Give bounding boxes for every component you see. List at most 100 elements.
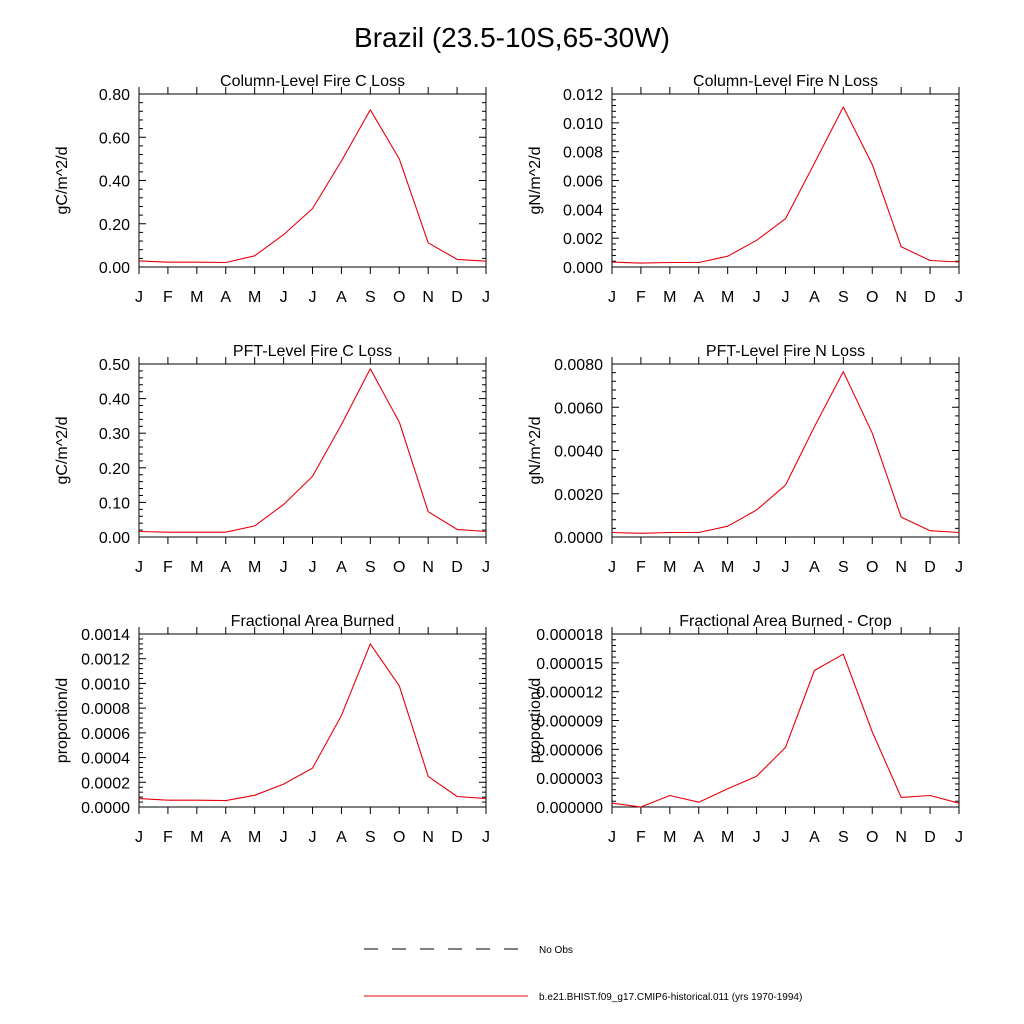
y-tick-label: 0.30 [99, 426, 130, 443]
y-tick-label: 0.000 [563, 260, 603, 277]
chart-title: Column-Level Fire N Loss [693, 73, 878, 90]
chart-title: Fractional Area Burned - Crop [679, 613, 892, 630]
y-tick-label: 0.002 [563, 231, 603, 248]
x-tick-label: M [248, 559, 261, 576]
legend-label-obs: No Obs [539, 945, 573, 956]
y-tick-label: 0.0012 [81, 652, 130, 669]
x-tick-label: A [336, 829, 347, 846]
x-tick-label: M [721, 559, 734, 576]
y-tick-label: 0.0002 [81, 775, 130, 792]
x-tick-label: S [365, 289, 376, 306]
y-tick-label: 0.40 [99, 174, 130, 191]
series-line-model [138, 109, 487, 264]
x-tick-label: D [924, 829, 936, 846]
y-tick-label: 0.00 [99, 260, 130, 277]
y-axis-label: proportion/d [527, 678, 544, 763]
y-tick-label: 0.000000 [536, 800, 603, 817]
x-tick-label: J [782, 559, 790, 576]
x-tick-label: J [309, 289, 317, 306]
y-axis-label: gN/m^2/d [527, 147, 544, 215]
x-tick-label: A [809, 559, 820, 576]
y-tick-label: 0.000003 [536, 771, 603, 788]
x-tick-label: J [608, 559, 616, 576]
chart-title: Fractional Area Burned [231, 613, 395, 630]
chart-panel-1: Column-Level Fire C Loss gC/m^2/d 0.00 0.20… [54, 73, 490, 306]
plot-frame [138, 363, 487, 538]
chart-panel-2: Column-Level Fire N Loss gN/m^2/d 0.000 0.0… [527, 73, 963, 306]
y-axis-label: gC/m^2/d [54, 417, 71, 485]
y-tick-label: 0.80 [99, 87, 130, 104]
x-tick-label: M [248, 289, 261, 306]
chart-panels: Column-Level Fire C Loss gC/m^2/d 0.00 0.20… [54, 73, 963, 846]
legend: No Obs b.e21.BHIST.f09_g17.CMIP6-histori… [364, 945, 802, 1003]
series-line-model [138, 643, 487, 802]
x-tick-label: O [393, 829, 405, 846]
x-tick-label: D [924, 289, 936, 306]
x-tick-label: S [838, 559, 849, 576]
legend-label-model: b.e21.BHIST.f09_g17.CMIP6-historical.011… [539, 992, 802, 1003]
y-axis-label: proportion/d [54, 678, 71, 763]
x-tick-label: J [782, 289, 790, 306]
x-tick-label: J [608, 829, 616, 846]
x-tick-label: J [482, 559, 490, 576]
series-line-model [138, 368, 487, 533]
y-tick-label: 0.0060 [554, 400, 603, 417]
y-tick-label: 0.0010 [81, 676, 130, 693]
x-tick-label: N [895, 289, 907, 306]
x-tick-label: M [721, 829, 734, 846]
x-tick-label: J [955, 289, 963, 306]
y-tick-label: 0.20 [99, 461, 130, 478]
x-tick-label: M [663, 559, 676, 576]
x-tick-label: J [753, 829, 761, 846]
x-tick-label: J [955, 829, 963, 846]
y-tick-label: 0.0000 [554, 530, 603, 547]
x-tick-label: D [451, 559, 463, 576]
x-tick-label: A [693, 829, 704, 846]
x-tick-label: A [220, 289, 231, 306]
x-tick-label: O [866, 559, 878, 576]
x-tick-label: S [365, 559, 376, 576]
plot-frame [611, 633, 960, 808]
chart-panel-6: Fractional Area Burned - Crop proportion/… [527, 613, 963, 846]
x-tick-label: A [220, 559, 231, 576]
y-tick-label: 0.0040 [554, 444, 603, 461]
plot-frame [611, 363, 960, 538]
x-tick-label: J [753, 289, 761, 306]
x-tick-label: N [422, 289, 434, 306]
y-tick-label: 0.012 [563, 87, 603, 104]
chart-title: Column-Level Fire C Loss [220, 73, 405, 90]
x-tick-label: J [135, 829, 143, 846]
x-tick-label: F [636, 289, 646, 306]
x-tick-label: S [838, 289, 849, 306]
chart-title: PFT-Level Fire N Loss [706, 343, 865, 360]
x-tick-label: D [924, 559, 936, 576]
y-tick-label: 0.0020 [554, 487, 603, 504]
y-tick-label: 0.0004 [81, 751, 130, 768]
chart-title: PFT-Level Fire C Loss [233, 343, 392, 360]
y-tick-label: 0.000015 [536, 656, 603, 673]
chart-panel-3: PFT-Level Fire C Loss gC/m^2/d 0.00 0.10 0.2… [54, 343, 490, 576]
y-tick-label: 0.000012 [536, 685, 603, 702]
x-tick-label: F [163, 289, 173, 306]
x-tick-label: J [280, 289, 288, 306]
x-tick-label: M [190, 829, 203, 846]
series-line-model [611, 106, 960, 264]
plot-frame [138, 93, 487, 268]
x-tick-label: M [663, 829, 676, 846]
y-tick-label: 0.000006 [536, 742, 603, 759]
x-tick-label: A [220, 829, 231, 846]
y-axis-label: gN/m^2/d [527, 417, 544, 485]
x-tick-label: A [809, 829, 820, 846]
x-tick-label: J [280, 559, 288, 576]
x-tick-label: M [248, 829, 261, 846]
y-tick-label: 0.20 [99, 217, 130, 234]
x-tick-label: D [451, 289, 463, 306]
y-axis-label: gC/m^2/d [54, 147, 71, 215]
y-tick-label: 0.40 [99, 392, 130, 409]
chart-panel-5: Fractional Area Burned proportion/d 0.0000… [54, 613, 490, 846]
x-tick-label: J [608, 289, 616, 306]
x-tick-label: F [163, 559, 173, 576]
x-tick-label: A [809, 289, 820, 306]
y-tick-label: 0.00 [99, 530, 130, 547]
